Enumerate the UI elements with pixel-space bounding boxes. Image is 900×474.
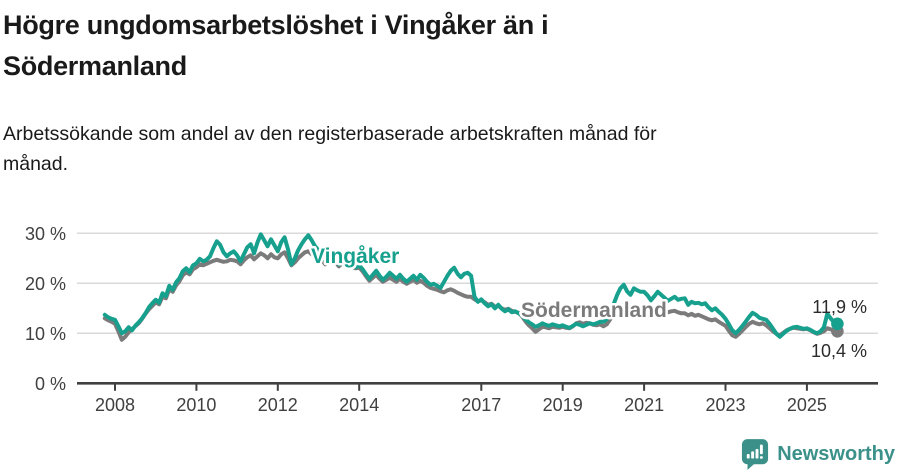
y-tick-label: 0 % bbox=[35, 374, 66, 394]
x-tick-label: 2012 bbox=[258, 395, 298, 415]
newsworthy-logo-icon bbox=[742, 439, 769, 470]
chart-subtitle: Arbetssökande som andel av den registerb… bbox=[3, 119, 657, 179]
series-labels: Södermanland Vingåker bbox=[309, 243, 670, 325]
x-tick-label: 2017 bbox=[461, 395, 501, 415]
series-lines bbox=[102, 232, 840, 342]
series-label-vingaker: Vingåker bbox=[311, 245, 399, 268]
brand-name: Newsworthy bbox=[777, 443, 895, 465]
x-tick-label: 2008 bbox=[95, 395, 135, 415]
line-chart: 0 % 10 % 20 % 30 % 2008 2010 2012 2014 2017 2019 2… bbox=[25, 224, 878, 415]
series-end-value-vingaker: 11,9 % bbox=[812, 297, 867, 317]
gridlines bbox=[77, 232, 878, 335]
axes: 0 % 10 % 20 % 30 % 2008 2010 2012 2014 2017 2019 2… bbox=[25, 224, 878, 415]
series-line-vingaker bbox=[102, 232, 840, 339]
y-tick-label: 10 % bbox=[25, 324, 66, 344]
series-label-sodermanland: Södermanland bbox=[521, 299, 667, 322]
x-tick-label: 2010 bbox=[176, 395, 216, 415]
series-end-dot-vingaker bbox=[831, 317, 844, 331]
chart-subtitle-line-1: Arbetssökande som andel av den registerb… bbox=[3, 123, 657, 145]
series-end-value-sodermanland: 10,4 % bbox=[811, 341, 867, 361]
x-tick-label: 2025 bbox=[787, 395, 827, 415]
x-tick-label: 2023 bbox=[705, 395, 745, 415]
y-tick-label: 20 % bbox=[25, 274, 66, 294]
x-tick-label: 2019 bbox=[543, 395, 583, 415]
chart-title-line-1: Högre ungdomsarbetslöshet i Vingåker än … bbox=[3, 10, 549, 40]
series-end-markers: 10,4 % 11,9 % bbox=[811, 297, 867, 361]
y-tick-label: 30 % bbox=[25, 224, 66, 244]
chart-title-line-2: Södermanland bbox=[3, 51, 187, 81]
brand-footer: Newsworthy bbox=[741, 439, 895, 470]
x-tick-label: 2021 bbox=[624, 395, 664, 415]
chart-title: Högre ungdomsarbetslöshet i Vingåker än … bbox=[3, 5, 549, 87]
chart-subtitle-line-2: månad. bbox=[3, 153, 69, 175]
series-line-sodermanland bbox=[102, 249, 840, 342]
x-tick-label: 2014 bbox=[339, 395, 379, 415]
